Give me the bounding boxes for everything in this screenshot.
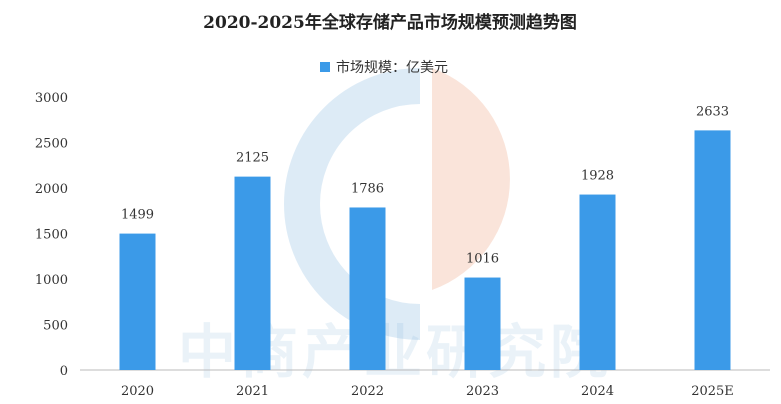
data-label: 1016 [466, 252, 499, 267]
bar [464, 277, 501, 370]
bar [579, 194, 616, 370]
bar [349, 207, 386, 370]
x-axis: 2020 2021 2022 2023 2024 2025E [121, 384, 734, 399]
bar [234, 176, 271, 370]
x-tick-label: 2023 [466, 384, 499, 399]
y-tick-label: 2000 [35, 182, 68, 197]
y-tick-label: 2500 [35, 137, 68, 152]
y-tick-label: 3000 [35, 91, 68, 106]
watermark-logo-half [432, 68, 510, 290]
data-label: 1928 [581, 169, 614, 184]
y-tick-label: 0 [60, 364, 68, 379]
data-label: 1786 [351, 181, 384, 196]
x-tick-label: 2022 [351, 384, 384, 399]
x-tick-label: 2025E [691, 384, 734, 399]
data-label: 2125 [236, 151, 269, 166]
y-axis: 0 500 1000 1500 2000 2500 3000 [35, 91, 68, 379]
bars: 1499 2125 1786 1016 1928 2633 [119, 104, 731, 370]
legend-swatch [320, 62, 330, 72]
bar [119, 233, 156, 370]
chart-title: 2020-2025年全球存储产品市场规模预测趋势图 [203, 12, 577, 33]
x-tick-label: 2024 [581, 384, 614, 399]
bar [694, 130, 731, 370]
legend-label: 市场规模：亿美元 [336, 59, 448, 76]
data-label: 2633 [696, 104, 729, 119]
x-tick-label: 2020 [121, 384, 154, 399]
legend: 市场规模：亿美元 [320, 59, 448, 76]
y-tick-label: 1000 [35, 273, 68, 288]
x-tick-label: 2021 [236, 384, 269, 399]
data-label: 1499 [121, 208, 154, 223]
y-tick-label: 500 [43, 319, 68, 334]
y-tick-label: 1500 [35, 228, 68, 243]
